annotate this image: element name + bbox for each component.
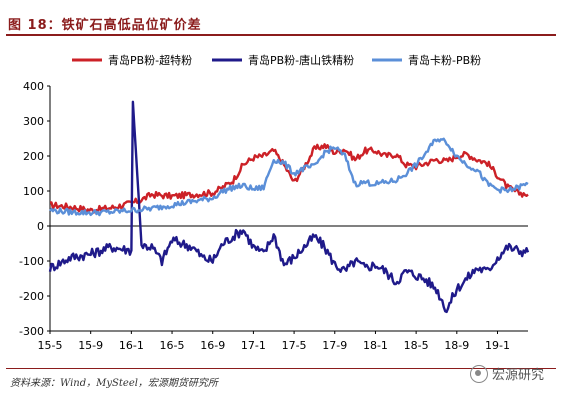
x-tick-label: 17-9 — [322, 339, 347, 352]
y-tick-label: -200 — [19, 290, 44, 303]
x-tick-label: 18-5 — [404, 339, 429, 352]
x-tick-label: 16-1 — [119, 339, 144, 352]
y-tick-label: 200 — [23, 150, 44, 163]
series-line-3 — [49, 137, 529, 217]
x-tick-label: 17-1 — [241, 339, 266, 352]
x-tick-label: 16-5 — [160, 339, 185, 352]
series-line-2 — [48, 100, 530, 314]
plot-area — [48, 100, 530, 314]
series-line-1 — [50, 143, 529, 214]
legend: 青岛PB粉-超特粉 青岛PB粉-唐山铁精粉 青岛卡粉-PB粉 — [72, 53, 481, 67]
y-tick-label: 100 — [23, 185, 44, 198]
bottom-rule — [6, 368, 556, 369]
y-tick-label: -100 — [19, 255, 44, 268]
y-tick-label: 300 — [23, 115, 44, 128]
figure-title: 图 18：铁矿石高低品位矿价差 — [8, 18, 202, 33]
x-tick-label: 18-1 — [363, 339, 388, 352]
y-tick-label: 0 — [37, 220, 44, 233]
watermark: 宏源研究 — [470, 364, 544, 383]
legend-label: 青岛PB粉-唐山铁精粉 — [248, 53, 354, 67]
title-bar — [6, 8, 556, 36]
wechat-icon — [470, 364, 488, 383]
source-note: 资料来源：Wind，MySteel，宏源期货研究所 — [10, 378, 218, 389]
x-tick-label: 16-9 — [200, 339, 225, 352]
x-tick-label: 15-9 — [78, 339, 103, 352]
y-tick-label: 400 — [23, 80, 44, 93]
legend-label: 青岛卡粉-PB粉 — [408, 53, 481, 67]
legend-label: 青岛PB粉-超特粉 — [108, 53, 192, 67]
x-tick-label: 18-9 — [444, 339, 469, 352]
x-tick-label: 17-5 — [282, 339, 307, 352]
watermark-label: 宏源研究 — [492, 368, 545, 383]
y-tick-label: -300 — [19, 325, 44, 338]
x-tick-label: 19-1 — [485, 339, 510, 352]
x-tick-label: 15-5 — [38, 339, 63, 352]
